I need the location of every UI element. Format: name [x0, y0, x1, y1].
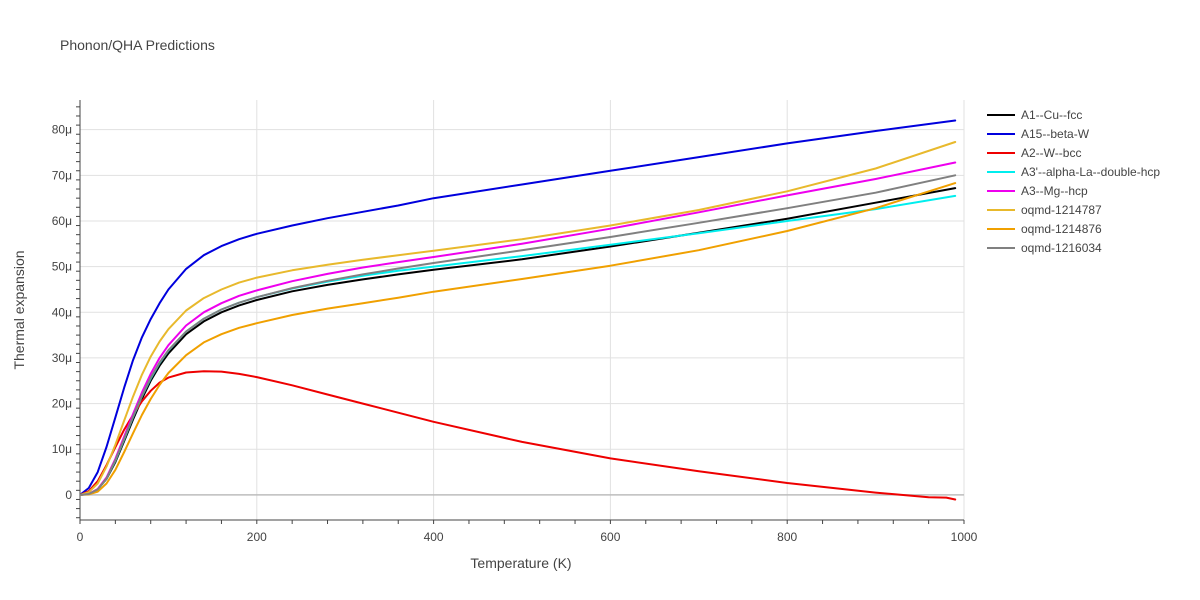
legend-item[interactable]: oqmd-1216034: [987, 241, 1102, 255]
legend-label: oqmd-1216034: [1021, 241, 1102, 255]
chart-title: Phonon/QHA Predictions: [60, 37, 215, 53]
x-tick-label: 600: [600, 530, 620, 544]
x-tick-label: 0: [77, 530, 84, 544]
legend-label: A1--Cu--fcc: [1021, 108, 1082, 122]
legend-label: A2--W--bcc: [1021, 146, 1081, 160]
legend-item[interactable]: oqmd-1214787: [987, 203, 1102, 217]
legend-label: A3'--alpha-La--double-hcp: [1021, 165, 1160, 179]
y-axis-label: Thermal expansion: [11, 250, 27, 369]
legend-label: oqmd-1214876: [1021, 222, 1102, 236]
series-line-1: [80, 119, 957, 496]
legend-item[interactable]: A1--Cu--fcc: [987, 108, 1082, 122]
y-tick-label: 40μ: [52, 305, 72, 319]
series-line-5: [80, 141, 957, 496]
legend-label: oqmd-1214787: [1021, 203, 1102, 217]
y-tick-label: 70μ: [52, 168, 72, 182]
series-line-2: [80, 370, 957, 501]
series-line-6: [80, 182, 957, 496]
series-line-7: [80, 174, 957, 496]
legend-label: A15--beta-W: [1021, 127, 1090, 141]
y-tick-label: 60μ: [52, 214, 72, 228]
legend-item[interactable]: A2--W--bcc: [987, 146, 1081, 160]
x-tick-label: 200: [247, 530, 267, 544]
y-tick-label: 30μ: [52, 351, 72, 365]
y-tick-label: 50μ: [52, 260, 72, 274]
x-tick-label: 400: [424, 530, 444, 544]
legend-label: A3--Mg--hcp: [1021, 184, 1088, 198]
legend-item[interactable]: oqmd-1214876: [987, 222, 1102, 236]
legend-item[interactable]: A3--Mg--hcp: [987, 184, 1088, 198]
legend-item[interactable]: A3'--alpha-La--double-hcp: [987, 165, 1160, 179]
grid: [80, 100, 965, 520]
tick-labels: 0 200 400 600 800 1000 0 10μ 20μ 30μ 40μ 50μ 60μ 70μ 8…: [52, 123, 978, 544]
axes: [76, 100, 965, 524]
y-tick-label: 0: [65, 488, 72, 502]
y-tick-label: 80μ: [52, 123, 72, 137]
y-tick-label: 20μ: [52, 397, 72, 411]
x-tick-label: 1000: [951, 530, 978, 544]
legend: A1--Cu--fcc A15--beta-W A2--W--bcc A3'--alp…: [987, 108, 1160, 255]
x-tick-label: 800: [777, 530, 797, 544]
series-lines: [80, 119, 957, 501]
y-tick-label: 10μ: [52, 442, 72, 456]
x-axis-label: Temperature (K): [470, 555, 571, 571]
legend-item[interactable]: A15--beta-W: [987, 127, 1090, 141]
